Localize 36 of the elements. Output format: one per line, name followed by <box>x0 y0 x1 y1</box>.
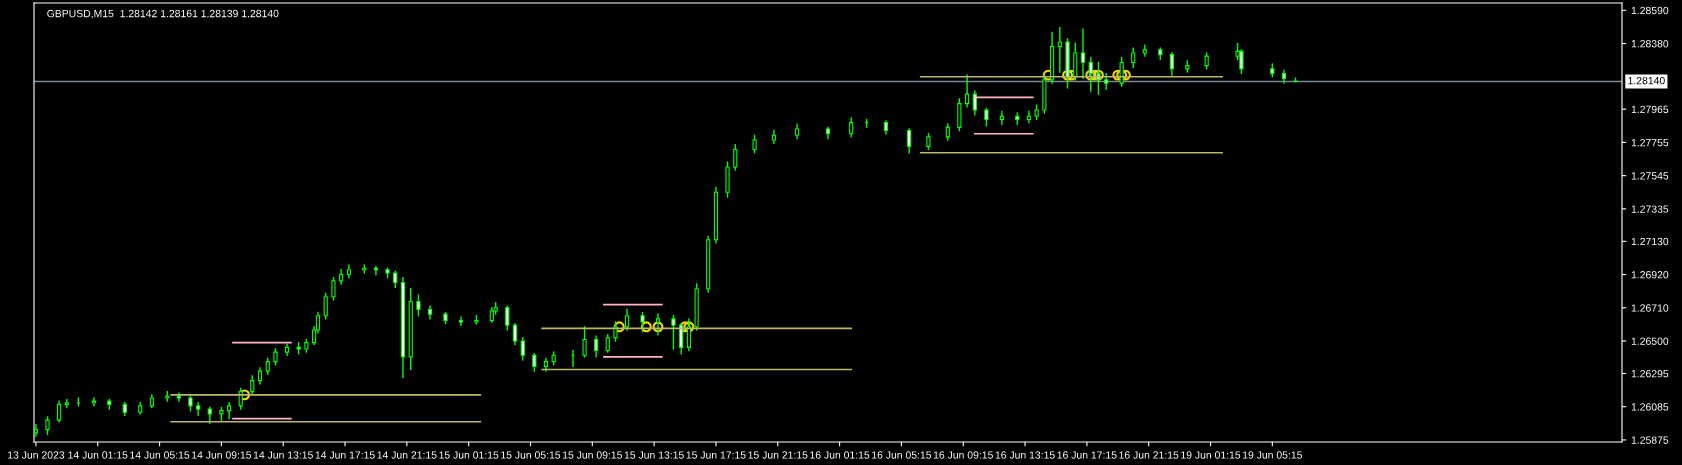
y-tick-label: 1.26085 <box>1631 403 1669 411</box>
y-tick-label: 1.26920 <box>1631 271 1669 279</box>
x-tick-label: 14 Jun 09:15 <box>192 451 252 459</box>
x-tick-label: 14 Jun 17:15 <box>315 451 375 459</box>
x-tick-label: 15 Jun 13:15 <box>624 451 684 459</box>
x-tick-label: 19 Jun 05:15 <box>1243 451 1303 459</box>
x-tick-label: 16 Jun 13:15 <box>995 451 1055 459</box>
y-tick-label: 1.27965 <box>1631 105 1669 114</box>
y-tick-label: 1.27545 <box>1631 172 1669 180</box>
text: GBPUSD,M15 1.28142 1.28161 1.28139 1.28140 <box>47 9 279 19</box>
x-tick-label: 16 Jun 17:15 <box>1057 451 1117 459</box>
y-tick-label: 1.27755 <box>1631 138 1669 147</box>
x-tick-label: 14 Jun 05:15 <box>130 451 190 459</box>
x-tick-label: 15 Jun 21:15 <box>748 451 808 459</box>
y-tick-label: 1.26295 <box>1631 369 1669 378</box>
x-tick-label: 16 Jun 09:15 <box>933 451 993 459</box>
x-tick-label: 19 Jun 01:15 <box>1181 451 1241 459</box>
x-tick-label: 15 Jun 05:15 <box>501 451 561 459</box>
x-tick-label: 13 Jun 2023 <box>8 451 65 459</box>
x-tick-label: 16 Jun 01:15 <box>810 451 870 459</box>
y-tick-label: 1.26710 <box>1631 304 1669 312</box>
x-tick-label: 16 Jun 21:15 <box>1119 451 1179 459</box>
y-tick-label: 1.26500 <box>1631 337 1669 345</box>
x-tick-label: 14 Jun 13:15 <box>253 451 313 459</box>
ref-line-label: 1.28140 <box>1628 76 1665 85</box>
x-tick-label: 15 Jun 17:15 <box>686 451 746 459</box>
x-tick-label: 16 Jun 05:15 <box>872 451 932 459</box>
y-tick-label: 1.28590 <box>1631 6 1669 15</box>
y-tick-label: 1.27335 <box>1631 205 1669 213</box>
y-tick-label: 1.27130 <box>1631 237 1669 246</box>
x-tick-label: 14 Jun 01:15 <box>68 451 128 459</box>
y-tick-label: 1.28380 <box>1631 40 1669 48</box>
x-tick-label: 14 Jun 21:15 <box>377 451 437 459</box>
x-tick-label: 15 Jun 01:15 <box>439 451 499 459</box>
y-tick-label: 1.25875 <box>1631 436 1669 444</box>
x-tick-label: 15 Jun 09:15 <box>562 451 622 459</box>
